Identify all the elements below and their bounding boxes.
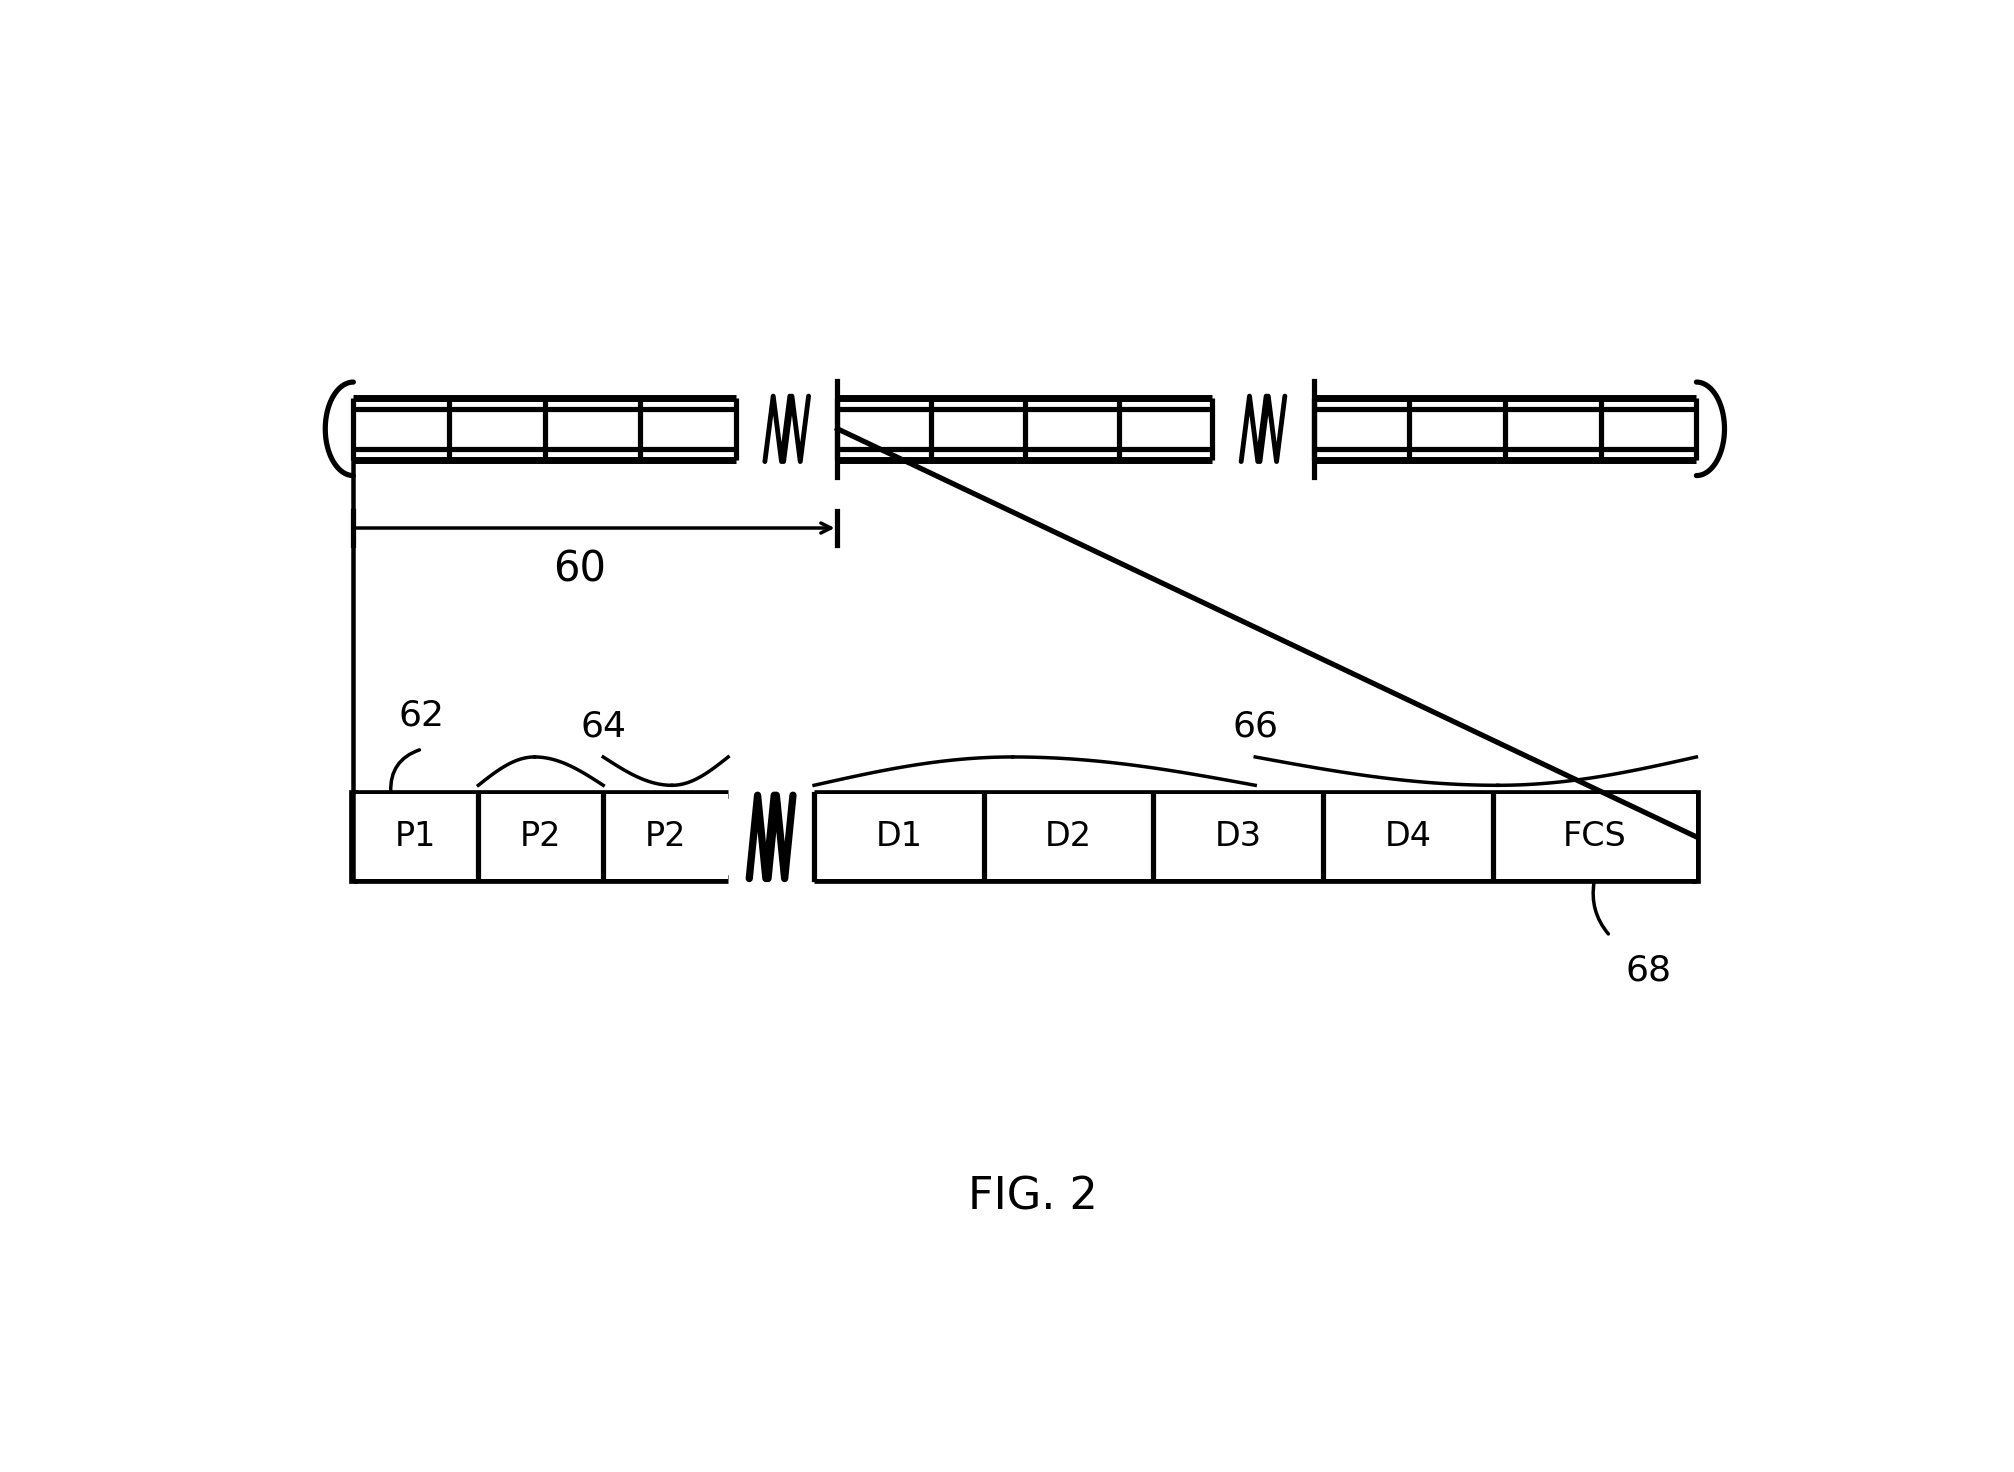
Bar xyxy=(477,795,602,879)
Text: FIG. 2: FIG. 2 xyxy=(967,1175,1098,1219)
Text: D3: D3 xyxy=(1214,820,1261,854)
Text: 60: 60 xyxy=(554,549,606,590)
Bar xyxy=(1492,795,1696,879)
Text: 64: 64 xyxy=(580,710,626,743)
Text: P2: P2 xyxy=(644,820,687,854)
Bar xyxy=(602,795,727,879)
Bar xyxy=(838,397,1212,461)
Bar xyxy=(983,795,1152,879)
Text: P2: P2 xyxy=(520,820,562,854)
Bar xyxy=(1313,397,1696,461)
Bar xyxy=(814,795,983,879)
Text: P1: P1 xyxy=(395,820,437,854)
Text: 62: 62 xyxy=(399,698,445,732)
Bar xyxy=(1152,795,1323,879)
Bar xyxy=(1323,795,1492,879)
Text: FCS: FCS xyxy=(1563,820,1625,854)
Text: D4: D4 xyxy=(1384,820,1430,854)
Text: D2: D2 xyxy=(1045,820,1092,854)
Text: D1: D1 xyxy=(874,820,922,854)
Bar xyxy=(352,397,735,461)
Text: 68: 68 xyxy=(1625,952,1672,988)
Bar xyxy=(352,795,477,879)
Text: 66: 66 xyxy=(1233,710,1277,743)
